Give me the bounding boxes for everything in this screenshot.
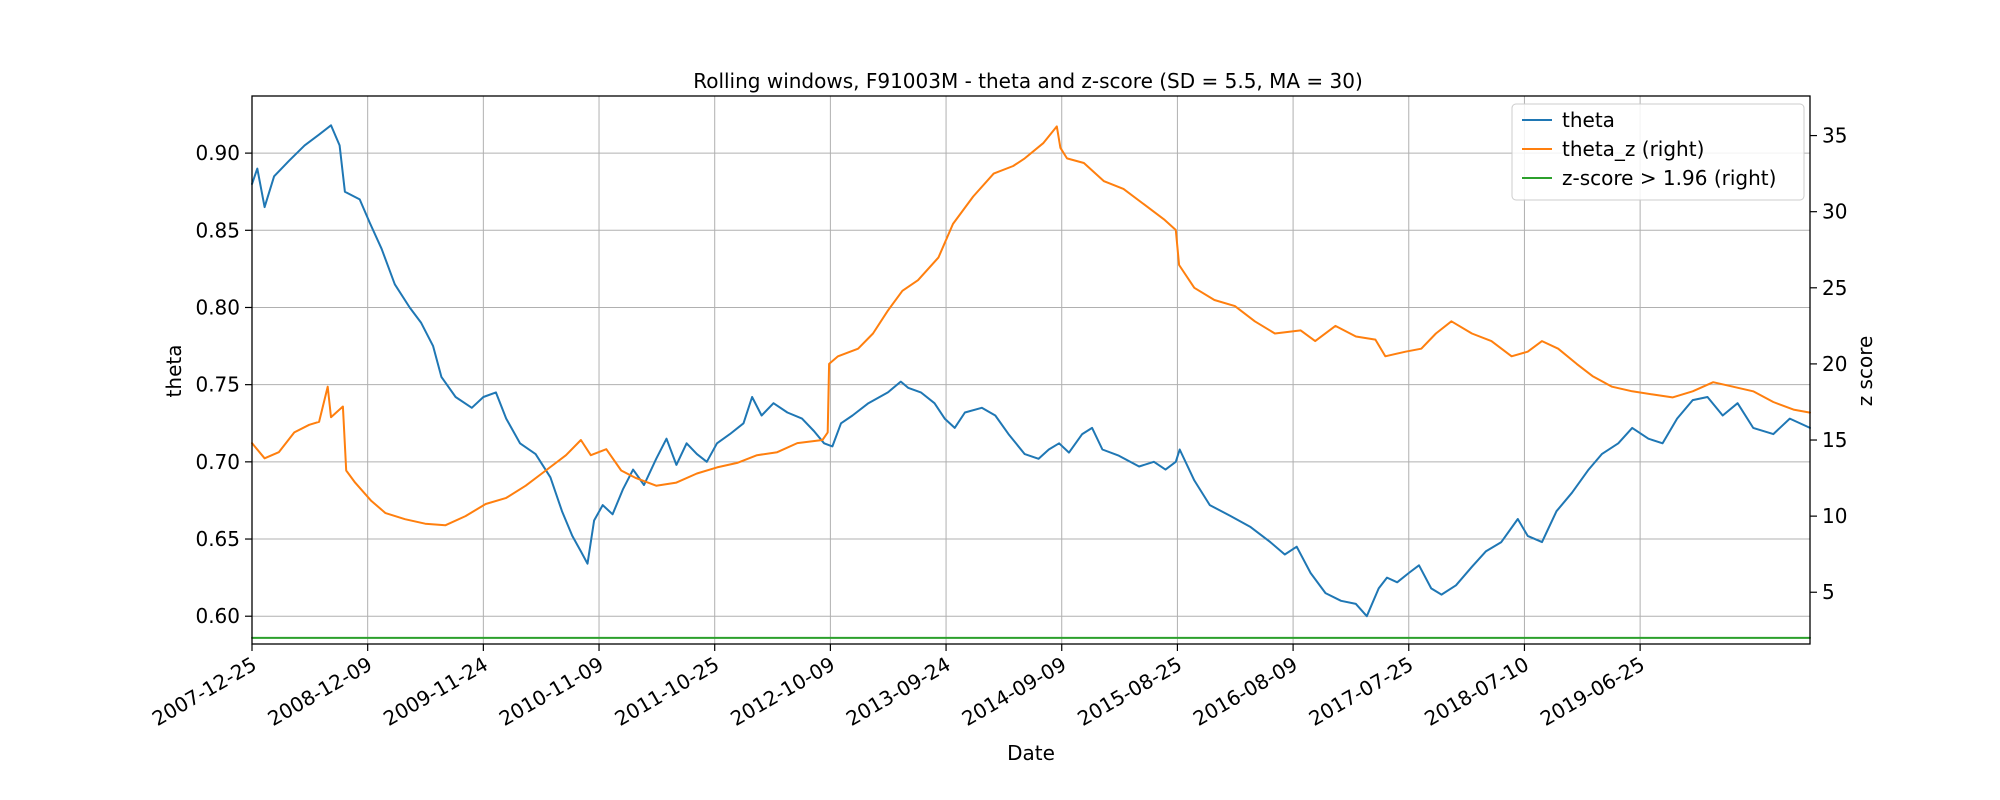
y-axis-right: 5 10 15 20 25 30 35 — [1810, 124, 1847, 604]
y-right-tick-label: 20 — [1822, 352, 1847, 376]
y-right-tick-label: 10 — [1822, 504, 1847, 528]
legend-label: z-score > 1.96 (right) — [1562, 166, 1776, 190]
legend-label: theta — [1562, 108, 1615, 132]
legend: theta theta_z (right) z-score > 1.96 (righ… — [1511, 103, 1805, 201]
y-left-tick-label: 0.60 — [195, 604, 240, 628]
y-right-tick-label: 15 — [1822, 428, 1847, 452]
y-right-tick-label: 5 — [1822, 580, 1835, 604]
y-right-tick-label: 30 — [1822, 200, 1847, 224]
series-line-theta-z-right — [251, 125, 1811, 527]
y-left-tick-label: 0.80 — [195, 295, 240, 319]
y-left-tick-label: 0.90 — [195, 141, 240, 165]
y-left-tick-label: 0.75 — [195, 373, 240, 397]
chart-title: Rolling windows, F91003M - theta and z-s… — [693, 69, 1363, 93]
x-axis-title: Date — [1007, 741, 1055, 765]
y-left-tick-label: 0.65 — [195, 527, 240, 551]
y-axis-right-title: z score — [1853, 336, 1877, 407]
y-right-tick-label: 35 — [1822, 124, 1847, 148]
y-right-tick-label: 25 — [1822, 276, 1847, 300]
y-axis-left: 0.60 0.65 0.70 0.75 0.80 0.85 0.90 — [195, 141, 252, 628]
plot-frame — [251, 95, 1811, 645]
series-layer — [251, 124, 1811, 639]
y-left-tick-label: 0.85 — [195, 218, 240, 242]
y-left-tick-label: 0.70 — [195, 450, 240, 474]
series-line-theta — [251, 124, 1811, 618]
legend-box — [1511, 103, 1805, 201]
y-axis-left-title: theta — [162, 345, 186, 398]
legend-label: theta_z (right) — [1562, 137, 1704, 161]
